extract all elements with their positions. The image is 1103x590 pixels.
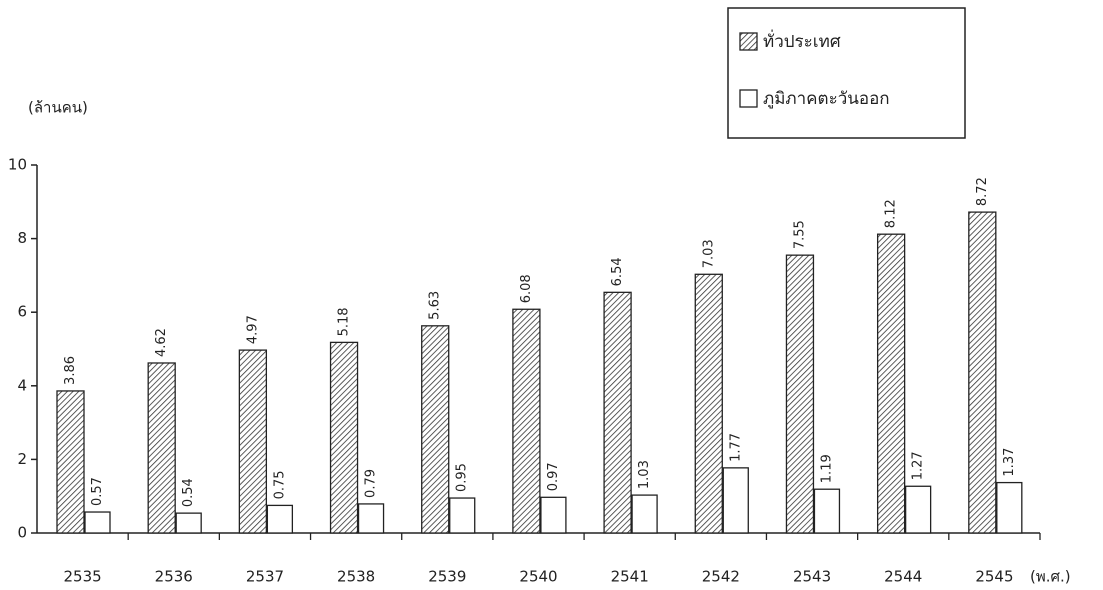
x-tick-label: 2538	[337, 568, 375, 586]
value-label: 1.37	[1002, 448, 1017, 477]
x-tick-label: 2539	[428, 568, 466, 586]
bar	[513, 309, 540, 533]
bar	[878, 234, 905, 533]
value-label: 0.57	[90, 477, 105, 506]
value-label: 0.54	[181, 478, 196, 507]
bar	[422, 326, 449, 533]
value-label: 1.77	[728, 433, 743, 462]
bar	[604, 292, 631, 533]
bar	[267, 505, 292, 533]
value-label: 0.97	[546, 462, 561, 491]
bar	[997, 483, 1022, 533]
value-label: 3.86	[63, 356, 78, 385]
bar	[814, 489, 839, 533]
legend-swatch	[740, 33, 757, 50]
bar	[57, 391, 84, 533]
value-label: 8.12	[884, 199, 899, 228]
x-tick-label: 2535	[63, 568, 101, 586]
x-tick-label: 2544	[884, 568, 922, 586]
x-tick-label: 2540	[519, 568, 557, 586]
value-label: 7.55	[792, 220, 807, 249]
legend-swatch	[740, 90, 757, 107]
bar	[723, 468, 748, 533]
y-tick-label: 10	[8, 156, 27, 174]
bar	[786, 255, 813, 533]
bar	[148, 363, 175, 533]
bar	[450, 498, 475, 533]
x-tick-label: 2545	[975, 568, 1013, 586]
value-label: 1.03	[637, 460, 652, 489]
value-label: 0.79	[364, 469, 379, 498]
legend-label: ทั่วประเทศ	[763, 29, 841, 52]
bar	[239, 350, 266, 533]
y-tick-label: 8	[17, 229, 27, 247]
bar	[176, 513, 201, 533]
x-tick-label: 2543	[793, 568, 831, 586]
value-label: 1.27	[911, 451, 926, 480]
x-tick-label: 2541	[611, 568, 649, 586]
y-tick-label: 4	[17, 376, 27, 394]
value-label: 6.54	[610, 257, 625, 286]
bar	[359, 504, 384, 533]
bar	[541, 497, 566, 533]
x-tick-label: 2537	[246, 568, 284, 586]
value-label: 4.97	[245, 315, 260, 344]
y-tick-label: 2	[17, 450, 27, 468]
x-tick-label: 2542	[702, 568, 740, 586]
bar	[331, 342, 358, 533]
value-label: 5.63	[428, 291, 443, 320]
bar	[906, 486, 931, 533]
y-tick-label: 6	[17, 303, 27, 321]
value-label: 1.19	[819, 454, 834, 483]
value-label: 0.75	[272, 470, 287, 499]
value-label: 8.72	[975, 177, 990, 206]
value-label: 4.62	[154, 328, 169, 357]
y-axis-label: (ล้านคน)	[28, 99, 88, 117]
value-label: 6.08	[519, 274, 534, 303]
legend-label: ภูมิภาคตะวันออก	[763, 89, 890, 109]
chart: (ล้านคน) (พ.ศ.) 0 2 4 6 8 10 2535 3.86 0.57 2536 4…	[0, 0, 1103, 590]
legend-box	[728, 8, 965, 138]
value-label: 5.18	[337, 307, 352, 336]
bar	[632, 495, 657, 533]
bar	[695, 274, 722, 533]
value-label: 7.03	[701, 239, 716, 268]
x-axis-label: (พ.ศ.)	[1030, 568, 1071, 586]
x-tick-label: 2536	[155, 568, 193, 586]
bar	[969, 212, 996, 533]
value-label: 0.95	[455, 463, 470, 492]
bar	[85, 512, 110, 533]
y-tick-label: 0	[17, 524, 27, 542]
